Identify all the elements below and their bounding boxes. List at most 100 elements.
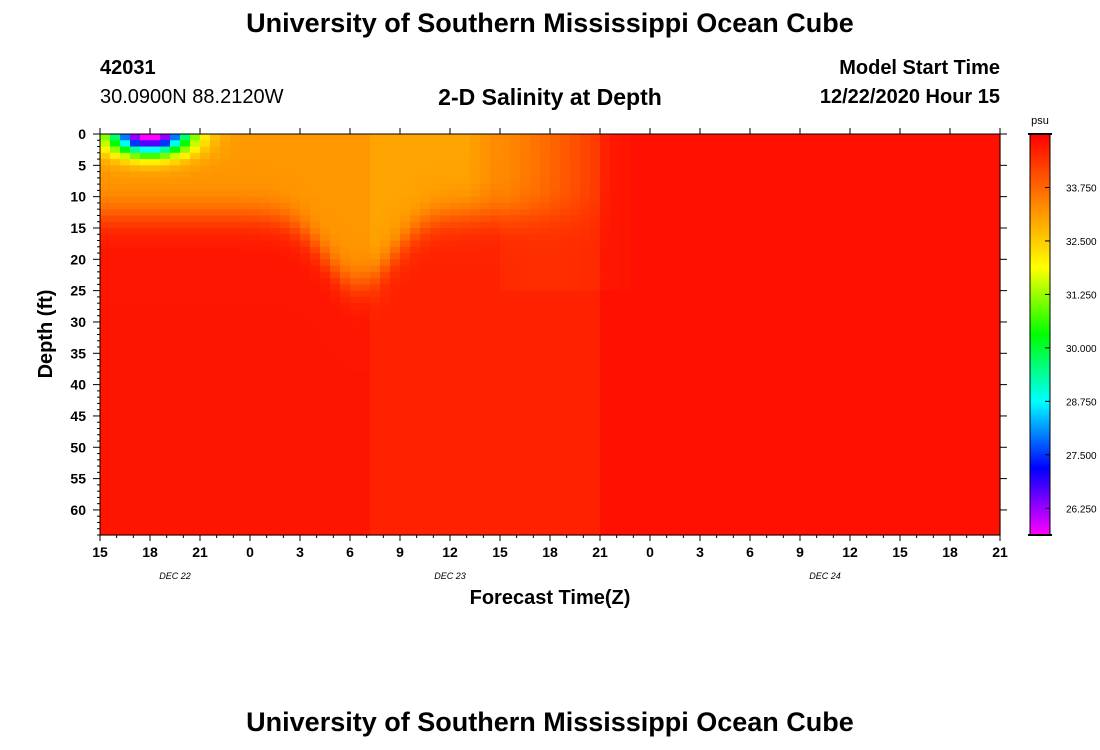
heatmap-cell: [100, 209, 111, 217]
heatmap-cell: [190, 265, 201, 273]
heatmap-cell: [990, 159, 1001, 166]
heatmap-cell: [570, 334, 581, 342]
heatmap-cell: [310, 202, 321, 210]
heatmap-cell: [680, 171, 691, 179]
heatmap-cell: [710, 209, 721, 217]
heatmap-cell: [150, 466, 161, 473]
heatmap-cell: [400, 459, 411, 467]
heatmap-cell: [340, 246, 351, 254]
heatmap-cell: [570, 353, 581, 361]
heatmap-cell: [320, 403, 331, 411]
heatmap-cell: [360, 466, 371, 473]
heatmap-cell: [330, 171, 341, 179]
heatmap-cell: [580, 447, 591, 455]
heatmap-cell: [240, 434, 251, 442]
heatmap-cell: [620, 296, 631, 304]
heatmap-cell: [580, 365, 591, 373]
heatmap-cell: [930, 265, 941, 273]
heatmap-cell: [760, 171, 771, 179]
heatmap-cell: [400, 227, 411, 235]
heatmap-cell: [470, 415, 481, 423]
heatmap-cell: [470, 177, 481, 185]
heatmap-cell: [170, 466, 181, 473]
heatmap-cell: [300, 253, 311, 260]
heatmap-cell: [880, 171, 891, 179]
heatmap-cell: [380, 146, 391, 154]
heatmap-cell: [830, 284, 841, 292]
heatmap-cell: [960, 196, 971, 204]
heatmap-cell: [550, 321, 561, 329]
heatmap-cell: [450, 246, 461, 254]
heatmap-cell: [710, 303, 721, 311]
heatmap-cell: [260, 227, 271, 235]
heatmap-cell: [380, 196, 391, 204]
heatmap-cell: [350, 315, 361, 323]
heatmap-cell: [280, 303, 291, 311]
heatmap-cell: [810, 321, 821, 329]
heatmap-cell: [880, 265, 891, 273]
heatmap-cell: [460, 441, 471, 448]
heatmap-cell: [490, 428, 501, 436]
heatmap-cell: [700, 171, 711, 179]
heatmap-cell: [670, 390, 681, 398]
heatmap-cell: [220, 384, 231, 392]
heatmap-cell: [930, 466, 941, 473]
heatmap-cell: [780, 177, 791, 185]
heatmap-cell: [940, 372, 951, 379]
heatmap-cell: [940, 184, 951, 191]
heatmap-cell: [620, 372, 631, 379]
heatmap-cell: [410, 409, 421, 417]
heatmap-cell: [750, 403, 761, 411]
heatmap-cell: [270, 472, 281, 480]
heatmap-cell: [340, 184, 351, 191]
heatmap-cell: [330, 146, 341, 154]
heatmap-cell: [890, 253, 901, 260]
heatmap-cell: [680, 347, 691, 354]
heatmap-cell: [690, 403, 701, 411]
heatmap-cell: [690, 253, 701, 260]
heatmap-cell: [720, 434, 731, 442]
heatmap-cell: [240, 221, 251, 229]
heatmap-cell: [190, 240, 201, 248]
heatmap-cell: [570, 227, 581, 235]
heatmap-cell: [800, 334, 811, 342]
heatmap-cell: [190, 246, 201, 254]
heatmap-cell: [400, 271, 411, 279]
heatmap-cell: [190, 227, 201, 235]
heatmap-cell: [280, 215, 291, 223]
heatmap-cell: [220, 315, 231, 323]
heatmap-cell: [290, 196, 301, 204]
heatmap-cell: [810, 202, 821, 210]
heatmap-cell: [810, 441, 821, 448]
heatmap-cell: [150, 397, 161, 405]
heatmap-cell: [730, 165, 741, 173]
heatmap-cell: [360, 472, 371, 480]
heatmap-cell: [360, 328, 371, 336]
heatmap-cell: [960, 253, 971, 260]
heatmap-cell: [670, 315, 681, 323]
heatmap-cell: [410, 428, 421, 436]
heatmap-cell: [320, 227, 331, 235]
heatmap-cell: [740, 340, 751, 348]
heatmap-cell: [420, 415, 431, 423]
heatmap-cell: [210, 209, 221, 217]
heatmap-cell: [660, 359, 671, 367]
heatmap-cell: [420, 215, 431, 223]
heatmap-cell: [870, 246, 881, 254]
heatmap-cell: [600, 472, 611, 480]
heatmap-cell: [830, 434, 841, 442]
heatmap-cell: [330, 165, 341, 173]
heatmap-cell: [690, 378, 701, 386]
heatmap-cell: [840, 472, 851, 480]
heatmap-cell: [250, 478, 261, 486]
heatmap-cell: [890, 234, 901, 242]
heatmap-cell: [810, 278, 821, 285]
heatmap-cell: [100, 466, 111, 473]
heatmap-cell: [910, 441, 921, 448]
heatmap-cell: [750, 315, 761, 323]
heatmap-cell: [410, 453, 421, 461]
heatmap-cell: [270, 171, 281, 179]
heatmap-cell: [780, 466, 791, 473]
heatmap-cell: [580, 240, 591, 248]
heatmap-cell: [580, 215, 591, 223]
